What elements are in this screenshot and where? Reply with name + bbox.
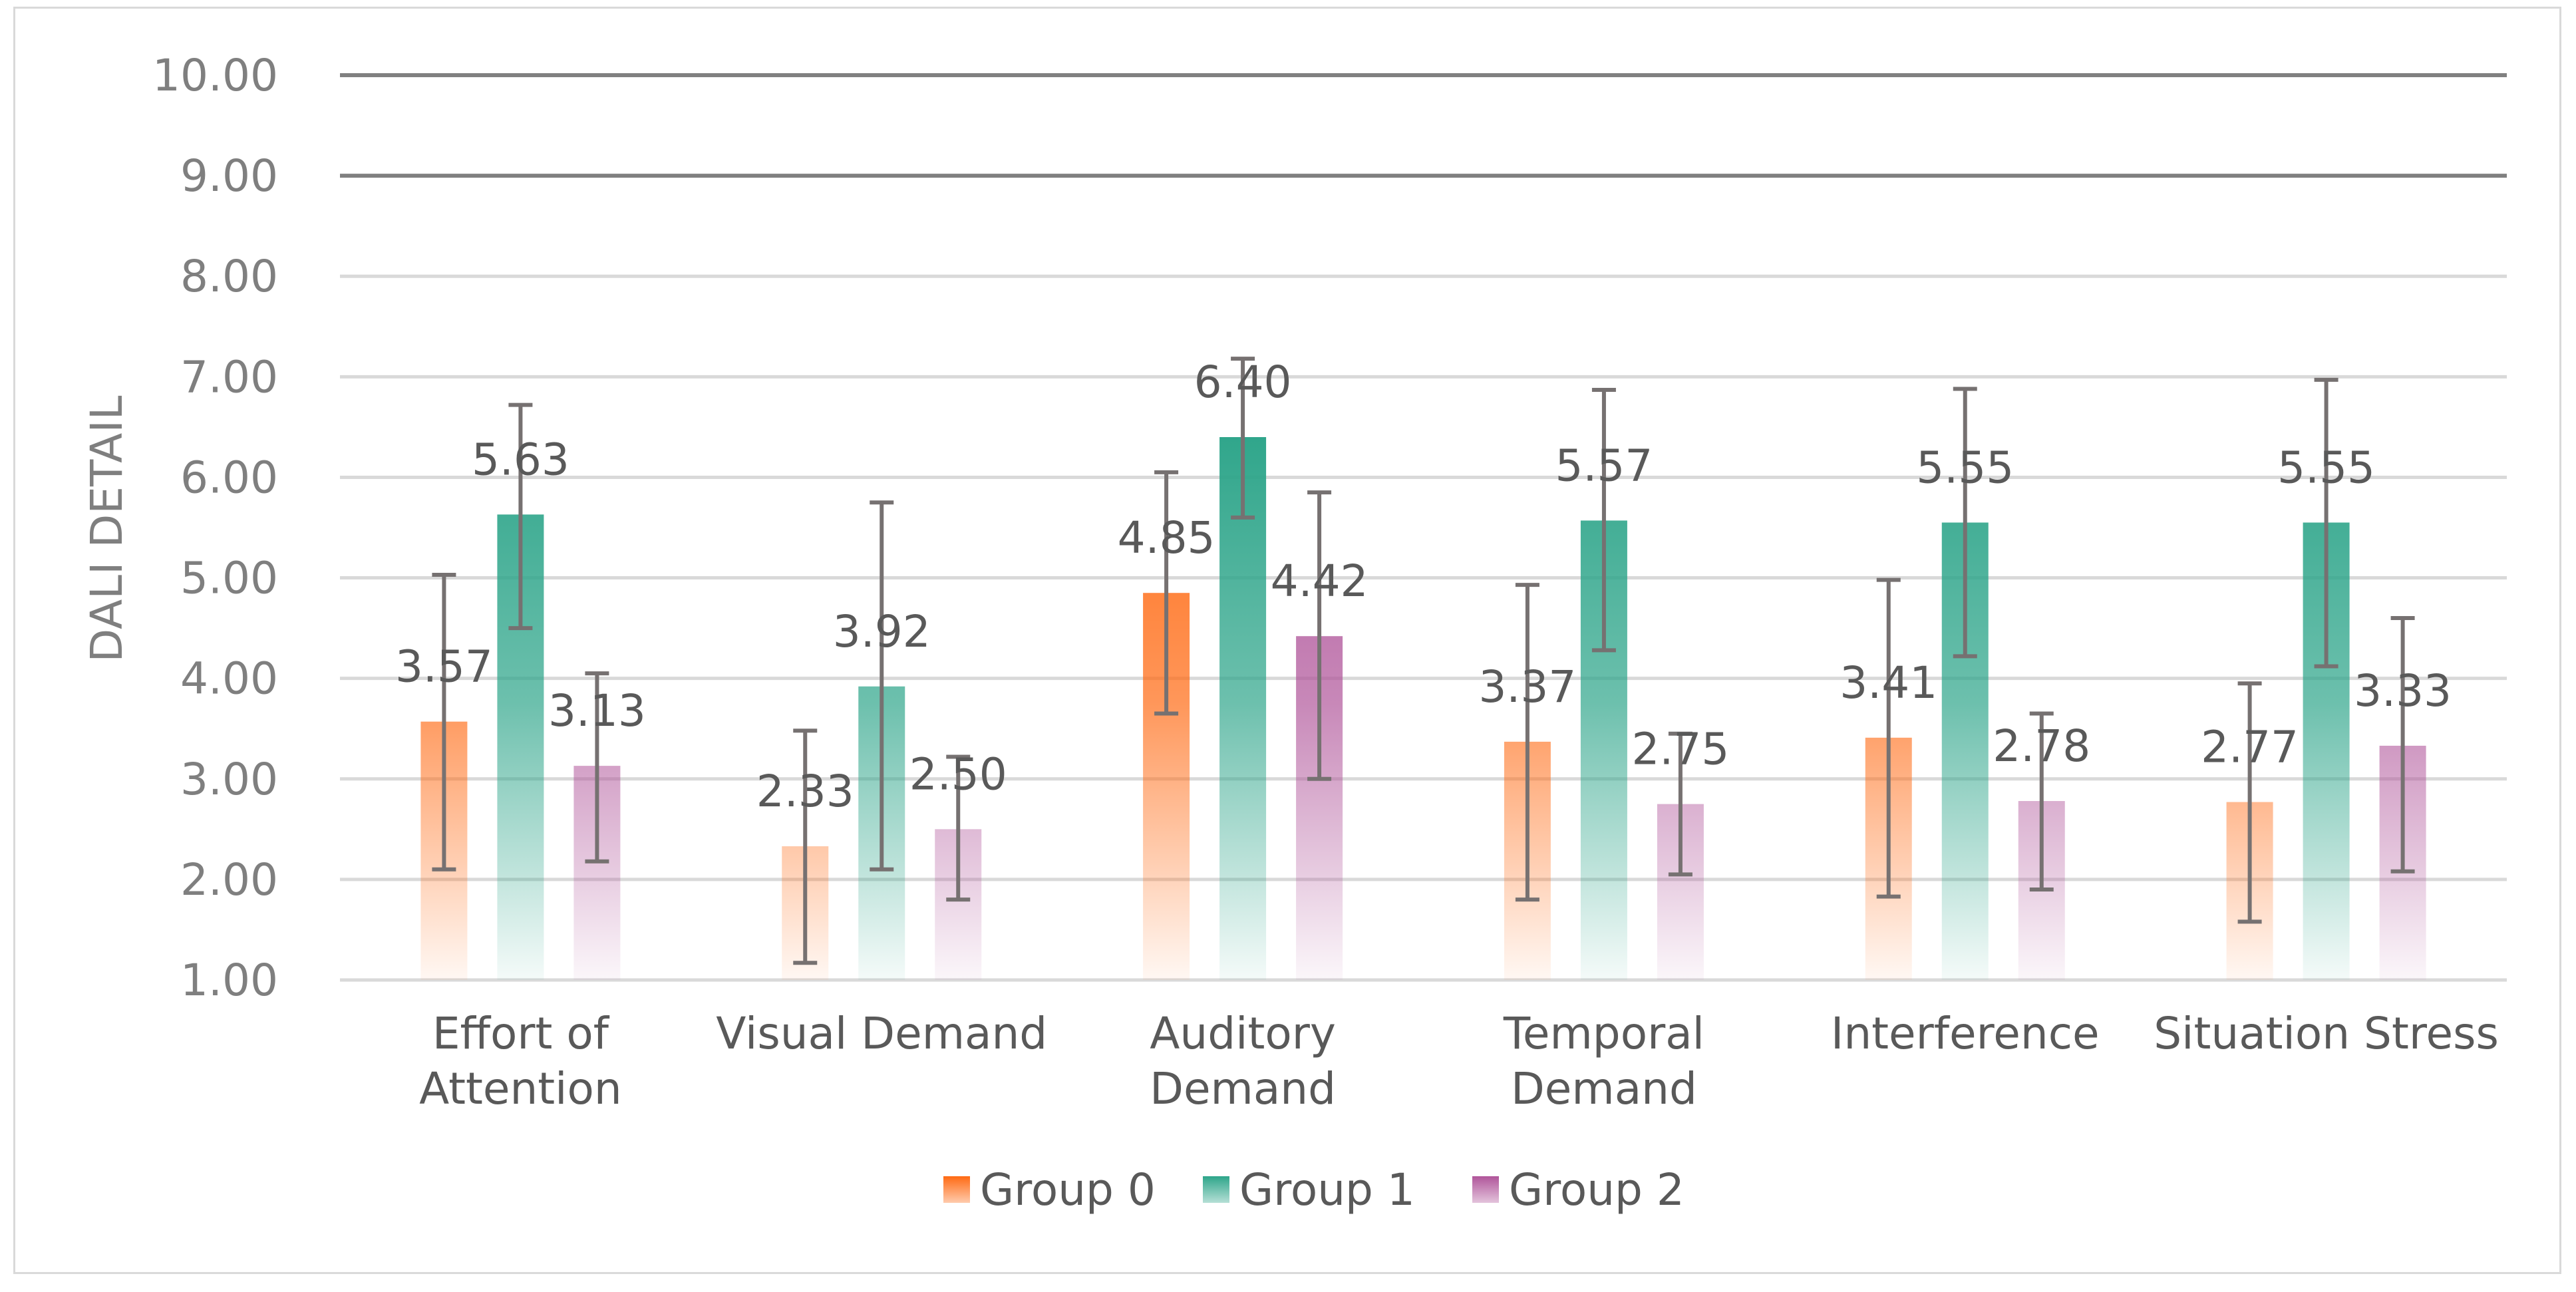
error-bar: [2237, 681, 2262, 924]
legend-swatch: [1203, 1176, 1229, 1203]
error-bar: [1154, 470, 1179, 716]
error-bars: [432, 357, 2415, 965]
gridlines: [340, 73, 2507, 982]
error-bar: [1231, 357, 1255, 520]
y-tick-label: 10.00: [152, 50, 278, 101]
y-tick-label: 3.00: [180, 754, 278, 805]
data-label: 3.33: [2354, 665, 2452, 717]
data-label: 3.92: [833, 606, 931, 657]
data-label: 5.55: [1916, 442, 2014, 493]
error-bar: [2390, 616, 2415, 874]
error-bar: [585, 671, 609, 864]
x-category-label: Interference: [1831, 1008, 2100, 1059]
x-category-label: Temporal Demand: [1503, 1008, 1704, 1114]
y-tick-label: 4.00: [180, 653, 278, 705]
data-labels: 3.57 5.63 3.13 2.33 3.92 2.50 4.85 6.40 4.42 3.37…: [395, 357, 2452, 817]
bars: [420, 437, 2426, 980]
legend-item: Group 2: [1472, 1164, 1685, 1215]
x-category-label: Effort of Attention: [419, 1008, 622, 1114]
data-label: 3.41: [1840, 657, 1937, 709]
error-bar: [1953, 387, 1977, 659]
legend-label: Group 2: [1509, 1164, 1685, 1215]
legend: Group 0 Group 1 Group 2: [943, 1164, 1685, 1215]
y-tick-label: 1.00: [180, 955, 278, 1006]
y-tick-label: 8.00: [180, 251, 278, 302]
legend-label: Group 0: [980, 1164, 1156, 1215]
data-label: 2.77: [2201, 722, 2299, 773]
data-label: 4.42: [1271, 556, 1368, 607]
data-label: 5.63: [472, 434, 569, 485]
error-bar: [793, 728, 818, 965]
data-label: 5.57: [1555, 440, 1653, 491]
data-label: 2.75: [1631, 724, 1729, 775]
y-tick-label: 6.00: [180, 452, 278, 503]
error-bar: [1668, 731, 1692, 877]
chart-frame: 1.00 2.00 3.00 4.00 5.00 6.00 7.00 8.00 9.00 10.0…: [13, 7, 2561, 1274]
y-axis-title: DALI DETAIL: [81, 395, 132, 662]
error-bar: [1591, 387, 1616, 653]
data-label: 3.13: [548, 685, 646, 736]
data-label: 2.50: [909, 748, 1007, 800]
x-axis-categories: Effort of Attention Visual Demand Auditory D…: [419, 1008, 2499, 1114]
error-bar: [2029, 711, 2054, 891]
x-category-label: Auditory Demand: [1150, 1008, 1336, 1114]
y-tick-label: 9.00: [180, 150, 278, 202]
x-category-label: Situation Stress: [2154, 1008, 2499, 1059]
data-label: 3.37: [1478, 661, 1576, 713]
y-axis-ticks: 1.00 2.00 3.00 4.00 5.00 6.00 7.00 8.00 9.00 10.0…: [152, 50, 278, 1006]
bar-group-1: [1219, 437, 1267, 980]
legend-swatch: [1472, 1176, 1499, 1203]
data-label: 5.55: [2277, 442, 2375, 493]
data-label: 6.40: [1194, 357, 1292, 408]
error-bar: [2314, 377, 2338, 669]
error-bar: [508, 403, 533, 631]
y-tick-label: 7.00: [180, 351, 278, 403]
bar-chart: 1.00 2.00 3.00 4.00 5.00 6.00 7.00 8.00 9.00 10.0…: [81, 50, 2507, 1215]
error-bar: [1307, 490, 1332, 781]
error-bar: [870, 500, 894, 872]
error-bar: [1515, 583, 1539, 902]
error-bar: [432, 573, 456, 872]
error-bar: [946, 754, 971, 902]
data-label: 3.57: [395, 641, 493, 693]
legend-swatch: [943, 1176, 970, 1203]
legend-label: Group 1: [1239, 1164, 1415, 1215]
x-category-label: Visual Demand: [716, 1008, 1047, 1059]
legend-item: Group 1: [1203, 1164, 1415, 1215]
data-label: 2.78: [1993, 721, 2090, 772]
data-label: 4.85: [1118, 512, 1215, 564]
y-tick-label: 5.00: [180, 553, 278, 604]
y-tick-label: 2.00: [180, 854, 278, 905]
legend-item: Group 0: [943, 1164, 1156, 1215]
error-bar: [1876, 577, 1901, 899]
data-label: 2.33: [756, 766, 854, 817]
